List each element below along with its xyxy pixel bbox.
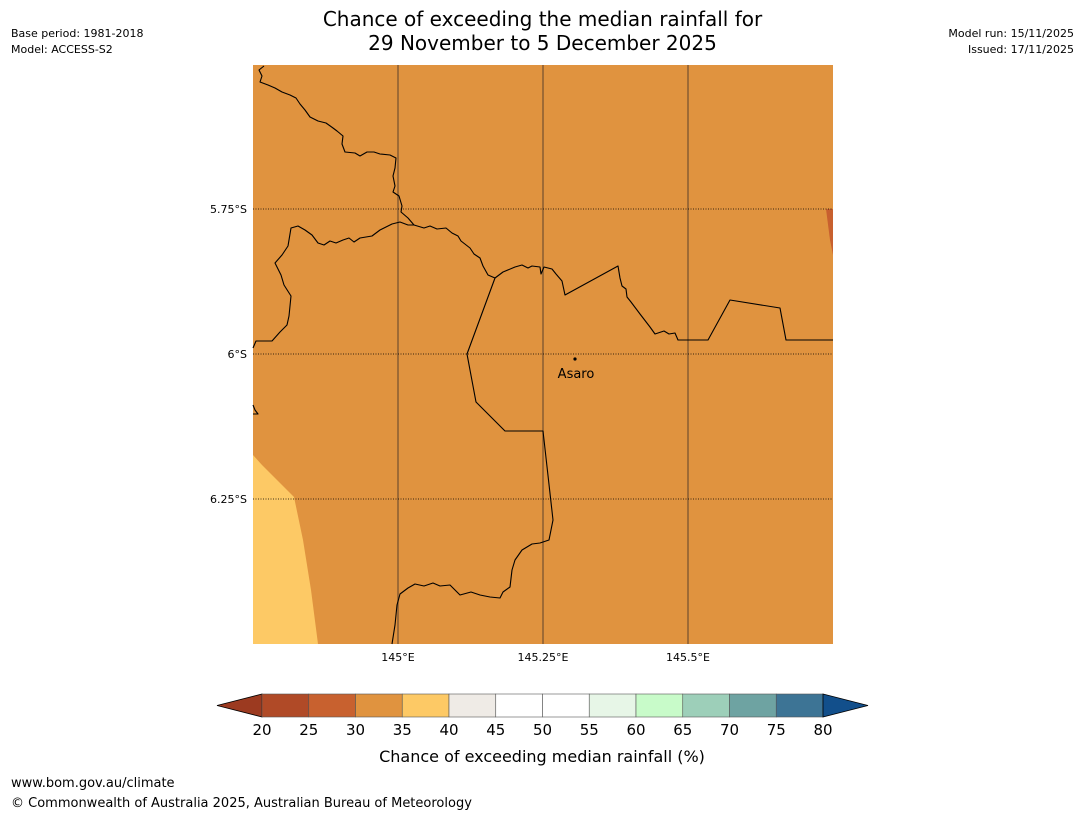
colorbar-tick-label: 80 bbox=[813, 721, 832, 739]
region-dark-edge bbox=[826, 209, 833, 255]
colorbar-tick-label: 20 bbox=[252, 721, 271, 739]
header-meta-left: Base period: 1981-2018 Model: ACCESS-S2 bbox=[11, 26, 143, 58]
place-marker-dot bbox=[573, 357, 577, 361]
colorbar-tick-label: 55 bbox=[580, 721, 599, 739]
province-boundary bbox=[252, 221, 833, 349]
colorbar-segment bbox=[775, 693, 824, 718]
colorbar-tick-label: 30 bbox=[346, 721, 365, 739]
colorbar-label: Chance of exceeding median rainfall (%) bbox=[379, 747, 705, 766]
region-light bbox=[253, 455, 318, 644]
issued-text: Issued: 17/11/2025 bbox=[967, 43, 1074, 56]
colorbar-segment bbox=[542, 693, 590, 718]
title-line-2: 29 November to 5 December 2025 bbox=[368, 31, 717, 55]
lon-label: 145.25°E bbox=[518, 651, 569, 664]
colorbar-tick-label: 75 bbox=[767, 721, 786, 739]
colorbar-extend-high bbox=[822, 693, 869, 718]
map-title: Chance of exceeding the median rainfall … bbox=[0, 7, 1085, 55]
model-run-text: Model run: 15/11/2025 bbox=[948, 27, 1074, 40]
colorbar-segment bbox=[355, 693, 403, 718]
model-text: Model: ACCESS-S2 bbox=[11, 43, 113, 56]
province-boundary bbox=[258, 65, 415, 226]
footer-copyright: © Commonwealth of Australia 2025, Austra… bbox=[11, 796, 472, 811]
colorbar-tick-label: 65 bbox=[673, 721, 692, 739]
colorbar-tick-label: 60 bbox=[626, 721, 645, 739]
colorbar-tick-label: 50 bbox=[533, 721, 552, 739]
colorbar-segment bbox=[261, 693, 310, 718]
colorbar-segment bbox=[682, 693, 730, 718]
lon-label: 145°E bbox=[381, 651, 414, 664]
colorbar-tick-label: 70 bbox=[720, 721, 739, 739]
colorbar-segment bbox=[635, 693, 684, 718]
colorbar-segment bbox=[495, 693, 543, 718]
map-panel: Asaro bbox=[252, 65, 833, 645]
base-period-text: Base period: 1981-2018 bbox=[11, 27, 144, 40]
lat-label: 6.25°S bbox=[210, 493, 247, 506]
province-boundary bbox=[391, 277, 554, 645]
colorbar-segment bbox=[729, 693, 777, 718]
title-line-1: Chance of exceeding the median rainfall … bbox=[322, 7, 763, 31]
lat-label: 6°S bbox=[228, 348, 247, 361]
colorbar-tick-label: 40 bbox=[439, 721, 458, 739]
header-meta-right: Model run: 15/11/2025 Issued: 17/11/2025 bbox=[948, 26, 1074, 58]
colorbar: 20 25 30 35 40 45 50 55 60 65 70 75 80 bbox=[216, 693, 869, 739]
colorbar-tick-label: 35 bbox=[393, 721, 412, 739]
colorbar-segment bbox=[401, 693, 450, 718]
place-label: Asaro bbox=[558, 367, 595, 382]
lon-label: 145.5°E bbox=[666, 651, 710, 664]
colorbar-extend-low bbox=[216, 693, 263, 718]
colorbar-segment bbox=[448, 693, 497, 718]
province-boundary bbox=[252, 404, 259, 415]
footer-url[interactable]: www.bom.gov.au/climate bbox=[11, 776, 175, 791]
colorbar-segment bbox=[588, 693, 637, 718]
colorbar-tick-label: 25 bbox=[299, 721, 318, 739]
lat-label: 5.75°S bbox=[210, 203, 247, 216]
colorbar-tick-label: 45 bbox=[486, 721, 505, 739]
colorbar-segment bbox=[308, 693, 356, 718]
